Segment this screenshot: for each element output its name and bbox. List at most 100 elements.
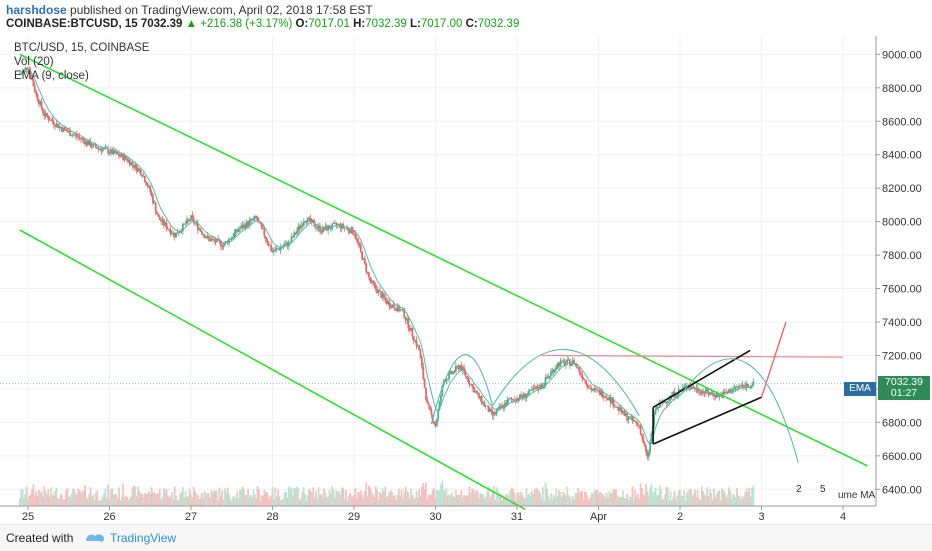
candle [529, 389, 532, 391]
volume-flag-icon[interactable]: 2 [796, 484, 802, 495]
tradingview-link[interactable]: TradingView [110, 531, 177, 545]
volume-bar [179, 493, 182, 506]
candle [556, 362, 559, 368]
candle [541, 385, 544, 388]
volume-bar [101, 497, 104, 506]
candle [101, 149, 104, 152]
candle [107, 148, 110, 154]
candle [190, 215, 192, 221]
volume-bar [368, 485, 370, 506]
ema-badge: EMA [844, 382, 876, 396]
candle [218, 239, 221, 242]
volume-bar [579, 490, 582, 506]
legend-volume[interactable]: Vol (20) [14, 56, 54, 68]
volume-bar [323, 488, 326, 506]
candle [393, 307, 396, 310]
volume-bar [180, 492, 183, 506]
volume-bar [581, 490, 584, 506]
plot-area[interactable] [0, 36, 876, 506]
volume-bar [294, 488, 297, 506]
candle [272, 251, 275, 252]
candle [244, 224, 247, 229]
candle [747, 383, 749, 387]
volume-bar [372, 494, 374, 506]
volume-bar [196, 495, 199, 506]
volume-bar [296, 486, 298, 506]
volume-bar [268, 498, 271, 506]
volume-bar [575, 493, 578, 506]
candle [363, 258, 366, 264]
volume-bar [438, 489, 441, 506]
candle [366, 271, 369, 273]
candle [130, 162, 133, 166]
candle [665, 401, 668, 404]
time-axis[interactable]: 25 26 27 28 29 30 31 Apr 2 3 4 [22, 506, 846, 523]
candle [77, 136, 80, 138]
volume-bar [309, 490, 312, 506]
volume-bar [425, 482, 427, 506]
price-chart[interactable]: 6400.006600.006800.007000.007200.007400.… [0, 36, 932, 524]
volume-bar [62, 498, 65, 506]
candle [449, 371, 452, 373]
channel-lower-line [19, 229, 526, 511]
volume-bar [310, 492, 313, 506]
candle [396, 305, 399, 312]
candle [196, 222, 199, 230]
candle [552, 370, 555, 373]
volume-bar [703, 494, 706, 506]
volume-bar [457, 494, 460, 506]
volume-bar [668, 499, 671, 506]
y-tick-label: 6800.00 [882, 417, 922, 429]
candle [63, 127, 66, 130]
volume-bar [173, 486, 176, 506]
price-axis[interactable]: 6400.006600.006800.007000.007200.007400.… [876, 49, 922, 496]
volume-bar [317, 487, 320, 506]
volume-bar [513, 492, 516, 506]
volume-bar [498, 493, 501, 506]
candle [459, 365, 461, 370]
candle [358, 243, 361, 246]
volume-bar [278, 496, 281, 506]
volume-bar [332, 489, 335, 506]
volume-bar [658, 485, 661, 506]
volume-bar [88, 493, 91, 506]
volume-bar [570, 500, 573, 506]
volume-bar [202, 499, 205, 506]
candle [168, 229, 171, 231]
candle [221, 246, 224, 248]
candle [429, 405, 431, 410]
candle [198, 228, 201, 230]
volume-bar [493, 485, 495, 506]
legend-ema[interactable]: EMA (9, close) [14, 70, 89, 82]
candle [281, 247, 283, 249]
volume-bar [399, 495, 402, 506]
volume-bar [164, 489, 167, 506]
volume-flag-icon-2[interactable]: 5 [820, 484, 826, 495]
candle [505, 403, 508, 406]
volume-bar [259, 500, 262, 506]
volume-bar [554, 497, 556, 506]
volume-bar [205, 493, 207, 506]
candle [370, 280, 373, 282]
candle [315, 226, 317, 229]
candle [346, 228, 349, 230]
volume-bar [172, 499, 175, 506]
candle [696, 387, 699, 392]
y-tick-label: 8200.00 [882, 183, 922, 195]
volume-bar [222, 499, 225, 506]
volume-bar [161, 497, 164, 506]
volume-bar [490, 495, 493, 506]
candle [510, 398, 513, 400]
volume-bar [339, 494, 342, 506]
volume-bar [186, 496, 188, 506]
volume-bar [266, 492, 268, 506]
volume-bar [454, 489, 457, 506]
candle [240, 225, 243, 229]
candle [143, 176, 146, 183]
candle [752, 381, 755, 386]
author-link[interactable]: harshdose [6, 3, 67, 17]
candle [173, 232, 176, 238]
candle [571, 360, 574, 364]
volume-bar [145, 494, 148, 506]
volume-bar [103, 492, 105, 506]
